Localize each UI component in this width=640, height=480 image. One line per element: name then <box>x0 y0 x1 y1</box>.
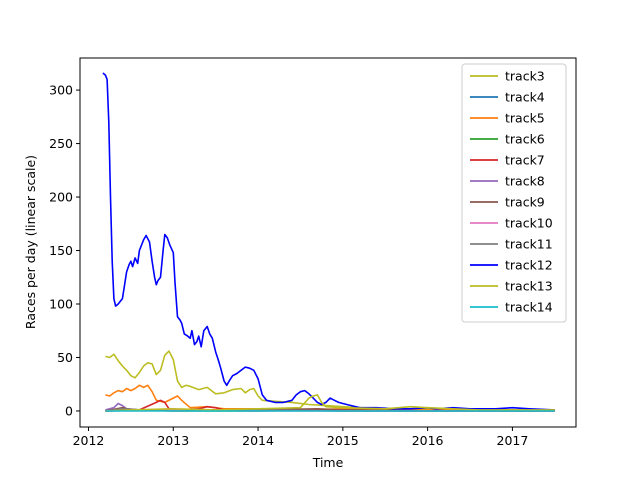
x-tick-label: 2017 <box>497 433 529 448</box>
x-tick-label: 2014 <box>242 433 274 448</box>
legend-label-track8: track8 <box>505 174 545 189</box>
legend: track3 track4 track5 track6 track7 track8 trac… <box>461 63 567 323</box>
y-tick-label: 150 <box>49 243 73 258</box>
x-axis-label: Time <box>312 455 344 470</box>
x-tick-label: 2013 <box>157 433 189 448</box>
legend-label-track3: track3 <box>505 69 545 84</box>
legend-label-track13: track13 <box>505 279 553 294</box>
series-line-track13 <box>105 394 555 412</box>
series-layer <box>102 72 555 412</box>
x-tick-label: 2015 <box>327 433 359 448</box>
y-tick-label: 50 <box>57 350 73 365</box>
legend-label-track10: track10 <box>505 216 553 231</box>
legend-label-track6: track6 <box>505 132 545 147</box>
y-tick-label: 100 <box>49 297 73 312</box>
series-line-track3 <box>105 350 555 411</box>
legend-label-track14: track14 <box>505 300 553 315</box>
x-tick-label: 2012 <box>73 433 105 448</box>
y-tick-label: 0 <box>65 403 73 418</box>
legend-label-track5: track5 <box>505 111 545 126</box>
legend-label-track12: track12 <box>505 258 553 273</box>
legend-label-track11: track11 <box>505 237 553 252</box>
legend-label-track4: track4 <box>505 90 545 105</box>
series-line-track12 <box>102 72 555 411</box>
y-tick-label: 250 <box>49 136 73 151</box>
y-tick-label: 300 <box>49 83 73 98</box>
x-tick-label: 2016 <box>412 433 444 448</box>
legend-label-track7: track7 <box>505 153 545 168</box>
y-axis: 0 50 100 150 200 250 300 <box>49 83 80 418</box>
legend-box <box>461 63 567 323</box>
legend-label-track9: track9 <box>505 195 545 210</box>
plot-frame <box>79 57 577 428</box>
x-axis: 2012 2013 2014 2015 2016 2017 <box>73 427 529 448</box>
y-axis-label: Races per day (linear scale) <box>23 155 38 329</box>
y-tick-label: 200 <box>49 190 73 205</box>
